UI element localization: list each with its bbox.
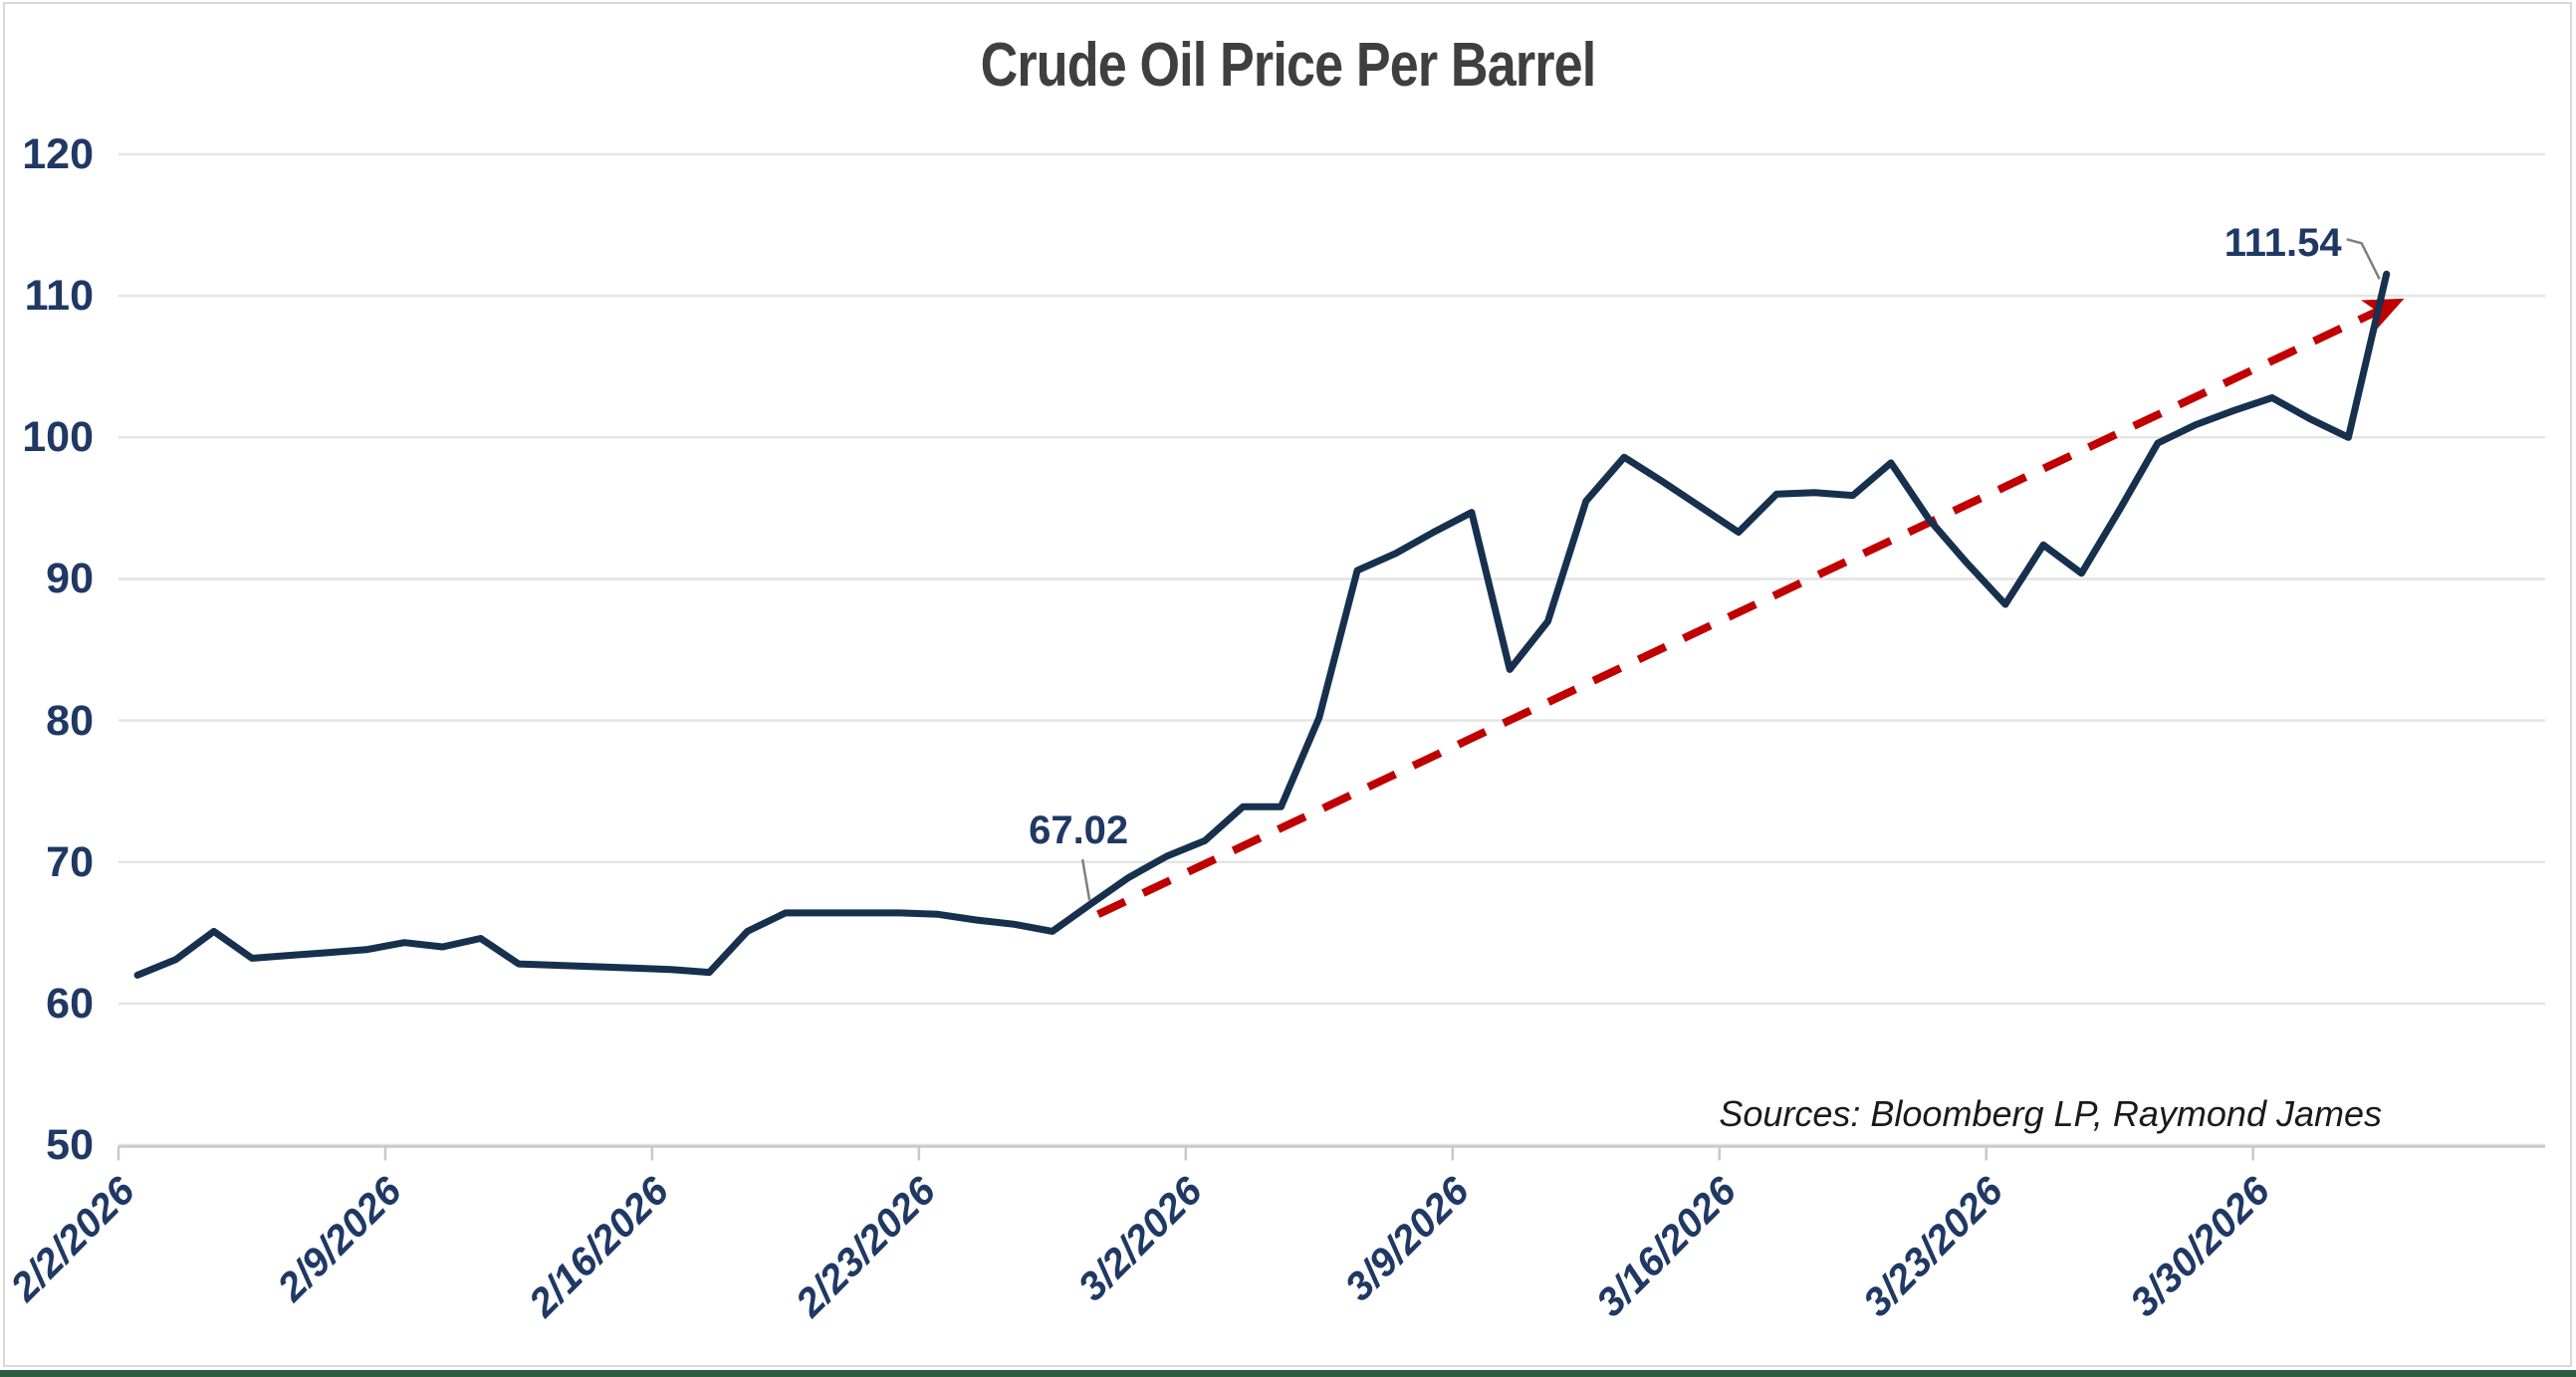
annotation-111-54: 111.54 (2224, 221, 2342, 266)
annotation-leader-line (2346, 238, 2381, 280)
bottom-green-bar (0, 1370, 2576, 1377)
y-axis-tick-label: 80 (46, 696, 94, 745)
y-axis-tick-label: 60 (46, 979, 94, 1028)
annotation-67-02: 67.02 (1029, 808, 1129, 853)
trend-line (1096, 298, 2405, 918)
chart-title: Crude Oil Price Per Barrel (980, 31, 1597, 100)
y-axis-tick-label: 120 (22, 130, 94, 179)
y-axis-tick-label: 90 (46, 555, 94, 603)
annotation-leader-line (1080, 858, 1091, 901)
y-axis-tick-label: 110 (24, 272, 94, 321)
y-axis-tick-label: 50 (46, 1121, 94, 1169)
source-note: Sources: Bloomberg LP, Raymond James (1719, 1093, 2382, 1134)
y-axis-tick-label: 100 (22, 413, 94, 462)
price-line (133, 270, 2391, 979)
y-axis-tick-label: 70 (46, 837, 94, 886)
